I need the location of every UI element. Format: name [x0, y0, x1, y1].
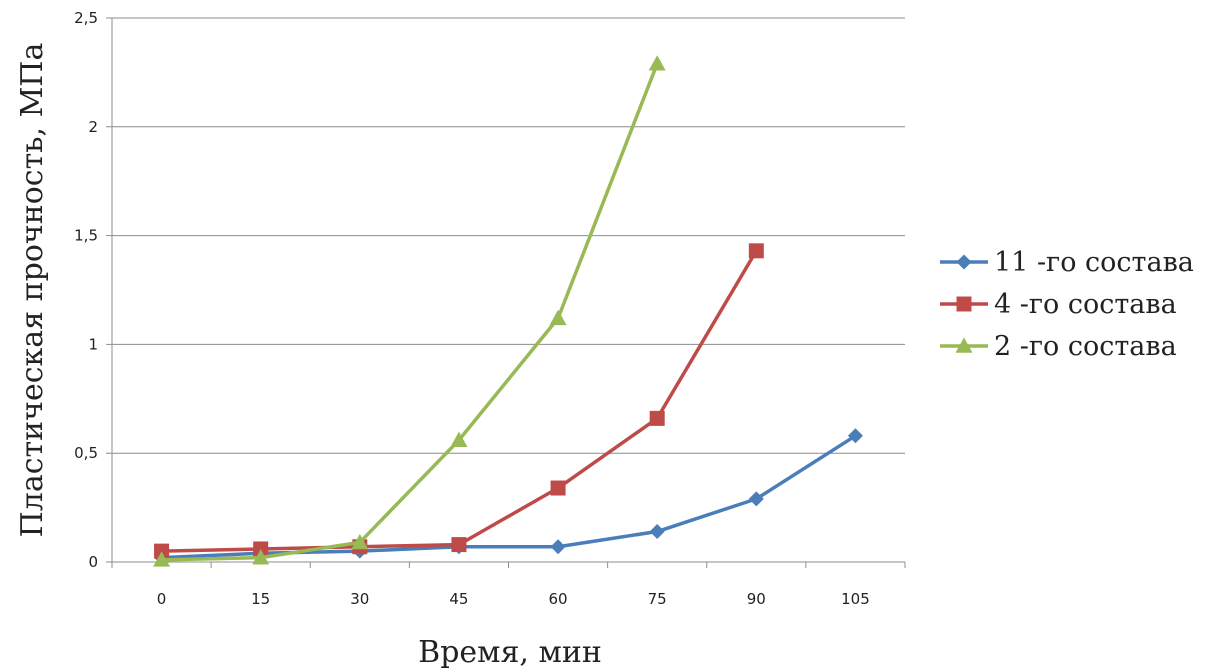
- data-point: [550, 480, 566, 496]
- legend-marker: [955, 337, 973, 353]
- data-point: [154, 543, 170, 559]
- data-point: [649, 410, 665, 426]
- series-1: [154, 243, 764, 559]
- series-line: [161, 63, 659, 562]
- x-tick-label: 15: [251, 590, 270, 608]
- legend-label: 4 -го состава: [994, 289, 1177, 320]
- x-tick-labels: 0 15 30 45 60 75 90 105: [157, 590, 870, 608]
- x-tick-label: 0: [157, 590, 167, 608]
- data-point: [649, 524, 665, 540]
- axes: [106, 17, 906, 568]
- series-line: [161, 249, 758, 553]
- data-point: [648, 55, 666, 71]
- data-point: [748, 243, 764, 259]
- data-point: [847, 428, 863, 444]
- legend-label: 2 -го состава: [994, 331, 1177, 362]
- data-point: [153, 551, 171, 567]
- legend-item: 2 -го состава: [940, 331, 1177, 362]
- y-tick-label: 1: [88, 335, 98, 353]
- data-point: [450, 431, 468, 447]
- series-lines: [153, 55, 863, 567]
- data-point: [351, 533, 369, 550]
- gridlines: [112, 17, 905, 454]
- x-tick-label: 60: [549, 590, 568, 608]
- data-point: [550, 539, 566, 555]
- legend-item: 11 -го состава: [940, 247, 1194, 278]
- series-line: [161, 434, 857, 560]
- legend-item: 4 -го состава: [940, 289, 1177, 320]
- y-tick-label: 1,5: [74, 227, 98, 245]
- x-tick-label: 75: [648, 590, 667, 608]
- y-tick-label: 2: [88, 118, 98, 136]
- x-tick-label: 45: [449, 590, 468, 608]
- x-tick-label: 105: [841, 590, 870, 608]
- y-tick-labels: 0 0,5 1 1,5 2 2,5: [74, 9, 98, 571]
- legend-marker: [956, 296, 972, 312]
- y-tick-label: 2,5: [74, 9, 98, 27]
- x-axis-title: Время, мин: [418, 635, 602, 670]
- legend-label: 11 -го состава: [994, 247, 1194, 278]
- data-point: [451, 537, 467, 553]
- y-tick-label: 0: [88, 553, 98, 571]
- x-tick-label: 90: [747, 590, 766, 608]
- data-point: [748, 491, 764, 507]
- data-point: [253, 541, 269, 557]
- series-2: [153, 55, 666, 567]
- legend-marker: [956, 254, 972, 270]
- y-tick-label: 0,5: [74, 444, 98, 462]
- x-tick-label: 30: [350, 590, 369, 608]
- y-axis-title: Пластическая прочность, МПа: [15, 43, 50, 538]
- data-point: [252, 549, 270, 565]
- legend: 11 -го состава 4 -го состава 2 -го состава: [940, 247, 1194, 362]
- data-point: [549, 309, 567, 326]
